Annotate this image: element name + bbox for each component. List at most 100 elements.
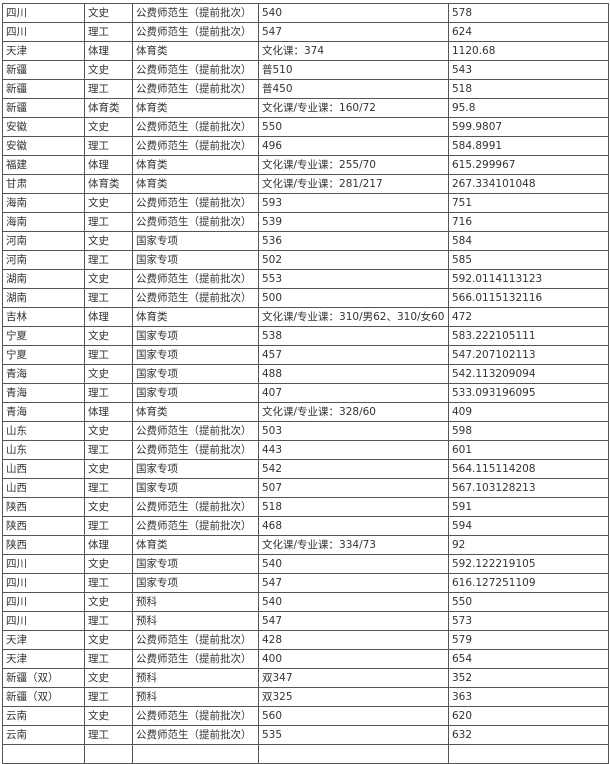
province-cell: 青海: [2, 402, 85, 422]
table-row: 河南 文史 国家专项 536 584: [2, 231, 609, 251]
score-cell: 594: [448, 516, 609, 536]
category-cell: 理工: [84, 516, 133, 536]
table-row: 新疆 理工 公费师范生（提前批次） 普450 518: [2, 79, 609, 99]
batch-type-cell: 公费师范生（提前批次）: [132, 516, 259, 536]
min-score-cell: 553: [258, 269, 449, 289]
category-cell: 理工: [84, 22, 133, 42]
category-cell: 文史: [84, 421, 133, 441]
table-row: 安徽 理工 公费师范生（提前批次） 496 584.8991: [2, 136, 609, 156]
province-cell: 海南: [2, 212, 85, 232]
table-row: 山西 文史 国家专项 542 564.115114208: [2, 459, 609, 479]
category-cell: 文史: [84, 3, 133, 23]
score-cell: 267.334101048: [448, 174, 609, 194]
min-score-cell: 文化课：374: [258, 41, 449, 61]
min-score-cell: 文化课/专业课：328/60: [258, 402, 449, 422]
score-cell: 409: [448, 402, 609, 422]
min-score-cell: 457: [258, 345, 449, 365]
category-cell: 理工: [84, 79, 133, 99]
score-cell: 599.9807: [448, 117, 609, 137]
min-score-cell: 538: [258, 326, 449, 346]
batch-type-cell: 公费师范生（提前批次）: [132, 117, 259, 137]
batch-type-cell: 公费师范生（提前批次）: [132, 288, 259, 308]
category-cell: 理工: [84, 478, 133, 498]
category-cell: 文史: [84, 459, 133, 479]
min-score-cell: 普450: [258, 79, 449, 99]
province-cell: 天津: [2, 649, 85, 669]
table-row: 宁夏 文史 国家专项 538 583.222105111: [2, 326, 609, 346]
batch-type-cell: 公费师范生（提前批次）: [132, 649, 259, 669]
table-row: 四川 文史 公费师范生（提前批次） 540 578: [2, 3, 609, 23]
category-cell: 理工: [84, 212, 133, 232]
table-row: 甘肃 体育类 体育类 文化课/专业课：281/217 267.334101048: [2, 174, 609, 194]
category-cell: 文史: [84, 497, 133, 517]
table-row: 吉林 体理 体育类 文化课/专业课：310/男62、310/女60 472: [2, 307, 609, 327]
score-cell: 533.093196095: [448, 383, 609, 403]
score-cell: 352: [448, 668, 609, 688]
table-row: 青海 理工 国家专项 407 533.093196095: [2, 383, 609, 403]
province-cell: 宁夏: [2, 326, 85, 346]
table-row: 新疆 文史 公费师范生（提前批次） 普510 543: [2, 60, 609, 80]
table-row: 四川 理工 预科 547 573: [2, 611, 609, 631]
category-cell: 理工: [84, 725, 133, 745]
category-cell: 体育类: [84, 98, 133, 118]
province-cell: 吉林: [2, 307, 85, 327]
province-cell: 山东: [2, 440, 85, 460]
min-score-cell: 496: [258, 136, 449, 156]
min-score-cell: 428: [258, 630, 449, 650]
province-cell: 陕西: [2, 497, 85, 517]
table-row: 新疆 体育类 体育类 文化课/专业课：160/72 95.8: [2, 98, 609, 118]
score-cell: 620: [448, 706, 609, 726]
table-row: 新疆（双） 文史 预科 双347 352: [2, 668, 609, 688]
batch-type-cell: 公费师范生（提前批次）: [132, 212, 259, 232]
batch-type-cell: 公费师范生（提前批次）: [132, 136, 259, 156]
province-cell: 海南: [2, 193, 85, 213]
category-cell: 文史: [84, 364, 133, 384]
province-cell: 湖南: [2, 269, 85, 289]
score-cell: 592.122219105: [448, 554, 609, 574]
score-cell: 566.0115132116: [448, 288, 609, 308]
province-cell: 新疆（双）: [2, 668, 85, 688]
min-score-cell: 560: [258, 706, 449, 726]
category-cell: 文史: [84, 269, 133, 289]
province-cell: 天津: [2, 630, 85, 650]
category-cell: 体育类: [84, 174, 133, 194]
category-cell: 文史: [84, 60, 133, 80]
category-cell: 文史: [84, 630, 133, 650]
table-row: 新疆（双） 理工 预科 双325 363: [2, 687, 609, 707]
score-cell: 583.222105111: [448, 326, 609, 346]
batch-type-cell: 体育类: [132, 174, 259, 194]
category-cell: 理工: [84, 250, 133, 270]
min-score-cell: 547: [258, 22, 449, 42]
table-row: 青海 体理 体育类 文化课/专业课：328/60 409: [2, 402, 609, 422]
score-cell: 616.127251109: [448, 573, 609, 593]
province-cell: 安徽: [2, 117, 85, 137]
min-score-cell: 547: [258, 611, 449, 631]
score-cell: 598: [448, 421, 609, 441]
score-cell: 542.113209094: [448, 364, 609, 384]
table-row: 山东 文史 公费师范生（提前批次） 503 598: [2, 421, 609, 441]
score-cell: 579: [448, 630, 609, 650]
table-row: 山东 理工 公费师范生（提前批次） 443 601: [2, 440, 609, 460]
score-cell: 585: [448, 250, 609, 270]
batch-type-cell: 国家专项: [132, 554, 259, 574]
score-cell: 584.8991: [448, 136, 609, 156]
batch-type-cell: 公费师范生（提前批次）: [132, 3, 259, 23]
min-score-cell: 407: [258, 383, 449, 403]
min-score-cell: 500: [258, 288, 449, 308]
batch-type-cell: 体育类: [132, 155, 259, 175]
score-cell: 363: [448, 687, 609, 707]
score-cell: [448, 744, 609, 764]
province-cell: 陕西: [2, 516, 85, 536]
score-cell: 1120.68: [448, 41, 609, 61]
score-cell: 624: [448, 22, 609, 42]
table-row: 云南 理工 公费师范生（提前批次） 535 632: [2, 725, 609, 745]
category-cell: 文史: [84, 706, 133, 726]
category-cell: 文史: [84, 592, 133, 612]
score-cell: 592.0114113123: [448, 269, 609, 289]
min-score-cell: 502: [258, 250, 449, 270]
batch-type-cell: 国家专项: [132, 478, 259, 498]
batch-type-cell: 公费师范生（提前批次）: [132, 60, 259, 80]
province-cell: 天津: [2, 41, 85, 61]
batch-type-cell: 公费师范生（提前批次）: [132, 497, 259, 517]
category-cell: 理工: [84, 288, 133, 308]
